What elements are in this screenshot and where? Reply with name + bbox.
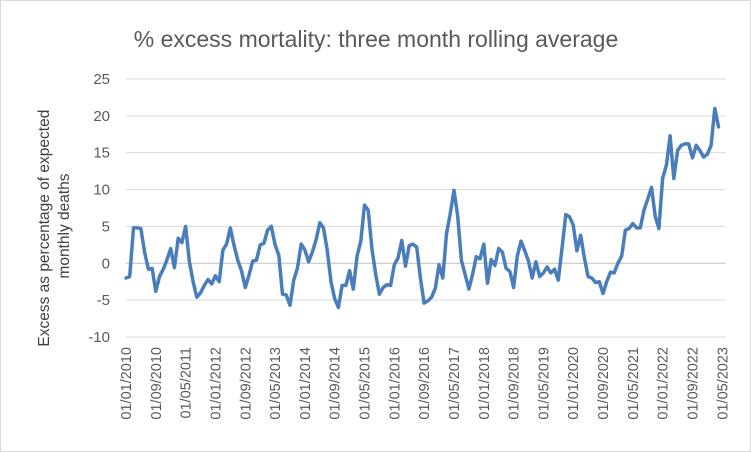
x-tick-label: 01/01/2010 [119, 347, 135, 420]
x-tick-label: 01/05/2017 [447, 347, 463, 420]
y-tick-label: 15 [93, 145, 110, 162]
x-tick-label: 01/09/2018 [507, 347, 523, 420]
y-tick-label: -5 [97, 292, 110, 309]
x-tick-label: 01/09/2020 [596, 347, 612, 420]
x-tick-label: 01/05/2013 [268, 347, 284, 420]
x-tick-label: 01/01/2018 [477, 347, 493, 420]
y-tick-label: -10 [88, 329, 110, 346]
x-tick-label: 01/09/2010 [149, 347, 165, 420]
series-group [124, 106, 721, 310]
x-tick-label: 01/01/2016 [387, 347, 403, 420]
y-tick-label: 25 [93, 71, 110, 88]
x-tick-label: 01/05/2019 [536, 347, 552, 420]
y-axis-title: Excess as percentage of expected monthly… [36, 105, 73, 346]
x-tick-label: 01/05/2023 [715, 347, 731, 420]
x-tick-label: 01/01/2020 [566, 347, 582, 420]
x-tick-label: 01/09/2014 [328, 347, 344, 420]
x-tick-label: 01/09/2022 [685, 347, 701, 420]
x-tick-label: 01/05/2015 [358, 347, 374, 420]
gridlines [126, 78, 726, 338]
x-tick-label: 01/01/2014 [298, 347, 314, 420]
x-tick-label: 01/01/2022 [656, 347, 672, 420]
series-line-1 [124, 106, 721, 310]
x-tick-label: 01/09/2012 [238, 347, 254, 420]
y-tick-labels: -10 -5 0 5 10 15 20 25 [88, 71, 110, 346]
y-tick-label: 5 [102, 218, 110, 235]
y-axis-title-line-2: monthly deaths [56, 173, 73, 278]
x-tick-label: 01/05/2011 [179, 347, 195, 419]
y-tick-label: 20 [93, 108, 110, 125]
x-tick-labels: 01/01/2010 01/09/2010 01/05/2011 01/01/2012… [119, 347, 731, 420]
x-tick-label: 01/05/2021 [626, 347, 642, 420]
x-tick-label: 01/01/2012 [208, 347, 224, 420]
y-axis-title-line-1: Excess as percentage of expected [36, 110, 53, 347]
y-tick-label: 0 [102, 255, 110, 272]
chart-title: % excess mortality: three month rolling … [134, 26, 619, 52]
x-tick-label: 01/09/2016 [417, 347, 433, 420]
y-tick-label: 10 [93, 182, 110, 199]
